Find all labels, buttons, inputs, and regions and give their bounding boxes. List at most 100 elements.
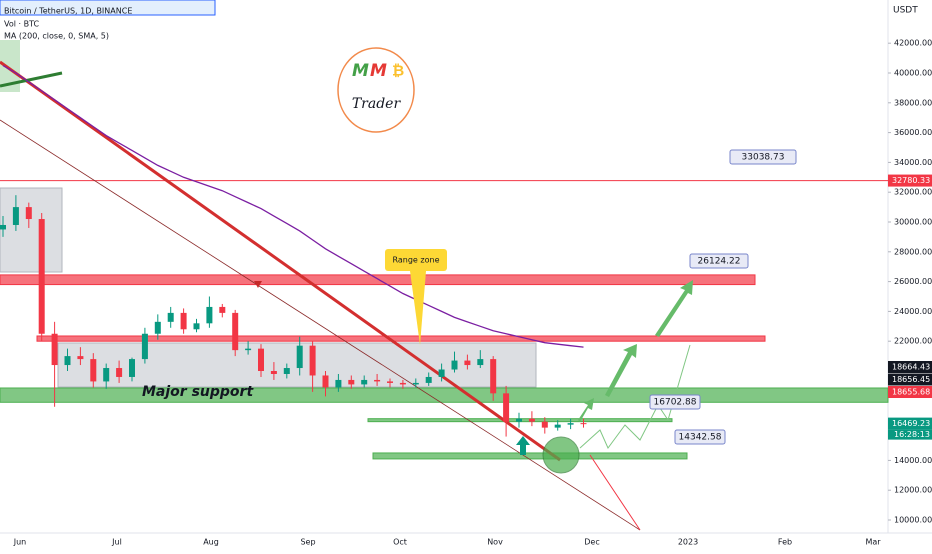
countdown: 16:28:13 [894,430,930,439]
annotation-box [689,253,749,269]
trend-line [589,454,641,531]
candle-body [38,219,45,334]
logo-letter: ₿ [392,62,404,80]
logo: M M ₿ Trader [337,47,415,133]
x-tick-label: Feb [778,538,792,547]
candle-body [245,348,252,351]
price-axis: 42000.00 40000.00 38000.00 36000.00 34000.00… [888,39,932,525]
price-tag-text: 18664.43 [892,363,930,372]
y-tick-label: 24000.00 [894,307,932,316]
candle-body [477,359,484,366]
price-tag-text: 18656.45 [892,375,930,384]
price-tag-text: 18655.68 [892,388,930,397]
candle-body [322,375,329,388]
y-tick-label: 26000.00 [894,277,932,286]
drawings [0,60,693,531]
price-tag [888,361,932,373]
y-tick-label: 34000.00 [894,158,932,167]
arrow [254,281,262,288]
x-tick-label: Jun [13,538,27,547]
candle-body [503,393,510,422]
candle-body [12,207,19,225]
candle-body [567,423,574,425]
y-tick-label: 42000.00 [894,39,932,48]
candle-body [206,306,213,324]
arrow [578,398,594,422]
price-tag [888,373,932,386]
price-tag-text: 16469.23 [892,419,930,428]
chart-title: Bitcoin / TetherUS, 1D, BINANCE [4,7,132,16]
candle-body [554,424,561,428]
candle-body [258,348,264,372]
x-tick-label: Aug [203,538,219,547]
zone [372,452,688,460]
candle-body [129,359,135,377]
candle-body [309,345,316,376]
indicator: MA (200, close, 0, SMA, 5) [4,32,109,41]
candle-body [399,382,406,385]
zone [0,274,756,286]
annotation-box [649,394,701,410]
candle-body [270,371,277,374]
candle-body [90,359,97,382]
support-label: Major support [142,384,254,400]
callout-text: Range zone [393,256,440,265]
annotation-box [729,149,797,165]
annotation-text: 26124.22 [698,257,741,267]
y-tick-label: 12000.00 [894,486,932,495]
candle-body [451,360,458,370]
candle-body [464,360,471,366]
zone [36,335,766,342]
highlight-circle [542,436,580,474]
candle-body [490,359,497,394]
candle-body [516,418,522,422]
x-tick-label: Jul [111,538,122,547]
annotation-text: 33038.73 [742,153,785,163]
candle-body [0,224,6,230]
arrow [516,436,530,455]
y-tick-label: 30000.00 [894,218,932,227]
candle-body [361,379,368,385]
y-tick-label: 22000.00 [894,337,932,346]
candle-body [387,381,393,383]
trend-line [0,71,63,88]
candle-body [64,356,71,366]
y-tick-label: 32000.00 [894,188,932,197]
x-tick-label: Sep [300,538,315,547]
projection [579,344,691,449]
zone [0,187,63,273]
trend-line [0,119,641,531]
candle-body [154,321,161,334]
candle-body [412,382,419,385]
moving-average [2,64,584,348]
y-tick-label: 28000.00 [894,247,932,256]
indicator: Vol · BTC [4,20,40,29]
x-tick-label: Mar [865,538,881,547]
candle-body [193,323,200,330]
candle-body [141,333,148,360]
candle-body [283,368,290,374]
header-box [0,0,216,16]
candle-body [51,333,58,366]
annotation-box [674,429,726,445]
zone [0,387,889,403]
annotation-text: 16702.88 [654,398,697,408]
candle-body [438,369,445,377]
candle-body [167,312,174,322]
candle-body [425,376,432,383]
candles [0,64,587,437]
candle-body [116,368,123,377]
candle-body [180,312,187,330]
callout-pointer [410,271,426,345]
currency: USDT [893,6,918,16]
price-tag [888,386,932,398]
callout-box [385,249,447,271]
logo-name: Trader [352,96,402,112]
x-tick-label: Oct [393,538,407,547]
candle-body [25,207,32,220]
candle-body [580,423,587,425]
price-tag [888,417,932,430]
highlight [0,40,20,92]
candle-body [103,368,110,382]
